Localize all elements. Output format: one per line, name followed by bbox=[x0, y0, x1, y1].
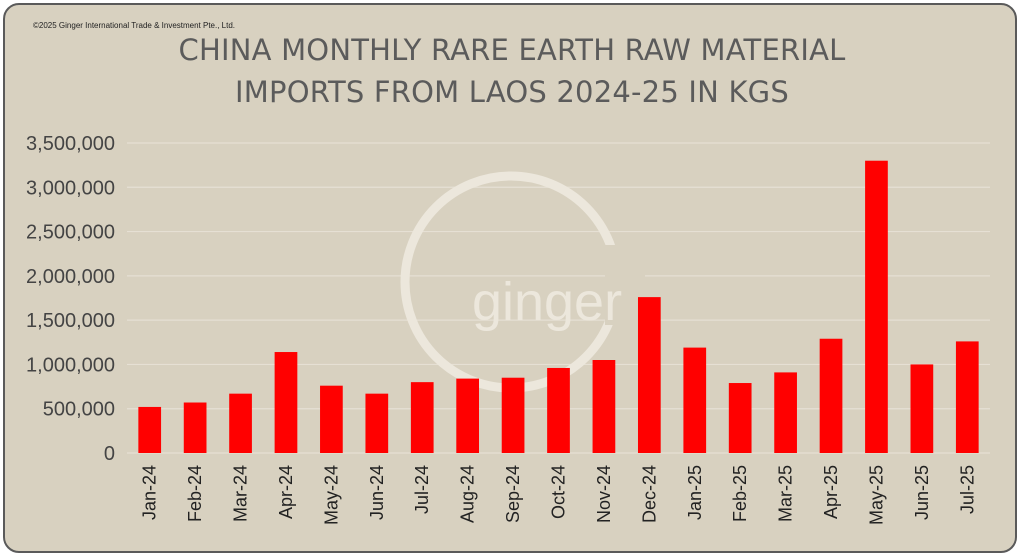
bar-jul-25 bbox=[955, 341, 979, 453]
chart-title-line-2: IMPORTS FROM LAOS 2024-25 IN KGS bbox=[235, 75, 789, 109]
y-tick-label: 1,000,000 bbox=[26, 354, 115, 376]
x-tick-label: Oct-24 bbox=[549, 465, 569, 519]
chart-title-line-1: CHINA MONTHLY RARE EARTH RAW MATERIAL bbox=[178, 33, 846, 67]
y-tick-label: 500,000 bbox=[43, 399, 115, 421]
bar-jun-25 bbox=[910, 364, 934, 453]
bar-aug-24 bbox=[456, 378, 480, 453]
copyright-notice: ©2025 Ginger International Trade & Inves… bbox=[33, 21, 236, 30]
watermark-text: ginger bbox=[472, 272, 622, 332]
bars bbox=[138, 160, 979, 453]
bar-feb-24 bbox=[183, 402, 207, 453]
x-tick-label: Dec-24 bbox=[639, 465, 659, 523]
x-tick-label: Jun-25 bbox=[912, 465, 932, 520]
bar-may-25 bbox=[865, 160, 888, 453]
x-tick-label: Mar-25 bbox=[776, 465, 796, 522]
bar-feb-25 bbox=[728, 383, 752, 453]
y-tick-label: 2,000,000 bbox=[26, 266, 115, 288]
x-axis-ticks: Jan-24 Feb-24 Mar-24 Apr-24 May-24 Jun-24 Jul-… bbox=[140, 465, 978, 525]
y-axis-ticks: 0 500,000 1,000,000 1,500,000 2,000,000 2,500… bbox=[26, 133, 115, 465]
bar-nov-24 bbox=[592, 360, 616, 453]
bar-apr-24 bbox=[274, 352, 298, 453]
bar-dec-24 bbox=[637, 297, 661, 453]
x-tick-label: Jan-25 bbox=[685, 465, 705, 520]
x-tick-label: Jan-24 bbox=[140, 465, 160, 520]
bar-mar-24 bbox=[229, 393, 252, 453]
x-tick-label: May-25 bbox=[866, 465, 886, 525]
y-tick-label: 3,500,000 bbox=[26, 133, 115, 155]
bar-oct-24 bbox=[547, 367, 570, 453]
bar-mar-25 bbox=[774, 372, 797, 453]
x-tick-label: May-24 bbox=[321, 465, 341, 525]
chart-title: CHINA MONTHLY RARE EARTH RAW MATERIAL IM… bbox=[5, 29, 1015, 113]
x-tick-label: Jul-25 bbox=[957, 465, 977, 514]
x-tick-label: Mar-24 bbox=[231, 465, 251, 522]
bar-jun-24 bbox=[365, 393, 389, 453]
y-tick-label: 3,000,000 bbox=[26, 177, 115, 199]
bar-jul-24 bbox=[410, 382, 434, 453]
x-tick-label: Apr-24 bbox=[276, 465, 296, 519]
x-tick-label: Nov-24 bbox=[594, 465, 614, 523]
bar-jan-24 bbox=[138, 406, 162, 453]
x-tick-label: Sep-24 bbox=[503, 465, 523, 523]
x-tick-label: Jun-24 bbox=[367, 465, 387, 520]
x-tick-label: Aug-24 bbox=[458, 465, 478, 523]
bar-may-24 bbox=[320, 385, 343, 453]
bar-apr-25 bbox=[819, 338, 843, 453]
bar-sep-24 bbox=[501, 377, 525, 453]
x-tick-label: Apr-25 bbox=[821, 465, 841, 519]
x-tick-label: Feb-24 bbox=[185, 465, 205, 522]
y-tick-label: 0 bbox=[104, 443, 115, 465]
watermark: ginger bbox=[400, 171, 645, 393]
x-tick-label: Feb-25 bbox=[730, 465, 750, 522]
bar-chart: ginger 0 500,000 1,000,000 1,500,000 2,000,0… bbox=[26, 133, 990, 525]
y-tick-label: 1,500,000 bbox=[26, 310, 115, 332]
x-tick-label: Jul-24 bbox=[412, 465, 432, 514]
chart-frame: ©2025 Ginger International Trade & Inves… bbox=[3, 3, 1017, 553]
y-tick-label: 2,500,000 bbox=[26, 222, 115, 244]
bar-jan-25 bbox=[683, 347, 707, 453]
